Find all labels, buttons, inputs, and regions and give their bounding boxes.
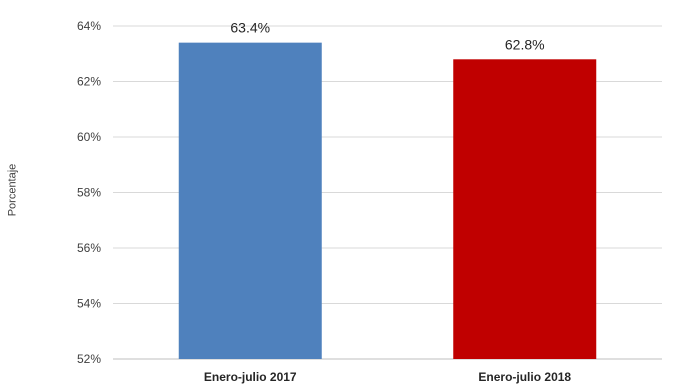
x-category-label: Enero-julio 2018	[478, 370, 571, 384]
bar	[453, 59, 597, 360]
data-label: 62.8%	[505, 36, 545, 52]
y-tick-label: 62%	[77, 75, 101, 89]
y-tick-label: 60%	[77, 130, 101, 144]
y-tick-label: 64%	[77, 19, 101, 33]
y-tick-label: 56%	[77, 241, 101, 255]
y-tick-label: 54%	[77, 297, 101, 311]
y-tick-label: 52%	[77, 352, 101, 366]
x-category-label: Enero-julio 2017	[204, 370, 297, 384]
data-label: 63.4%	[230, 20, 270, 36]
bar	[178, 42, 322, 360]
y-tick-label: 58%	[77, 186, 101, 200]
